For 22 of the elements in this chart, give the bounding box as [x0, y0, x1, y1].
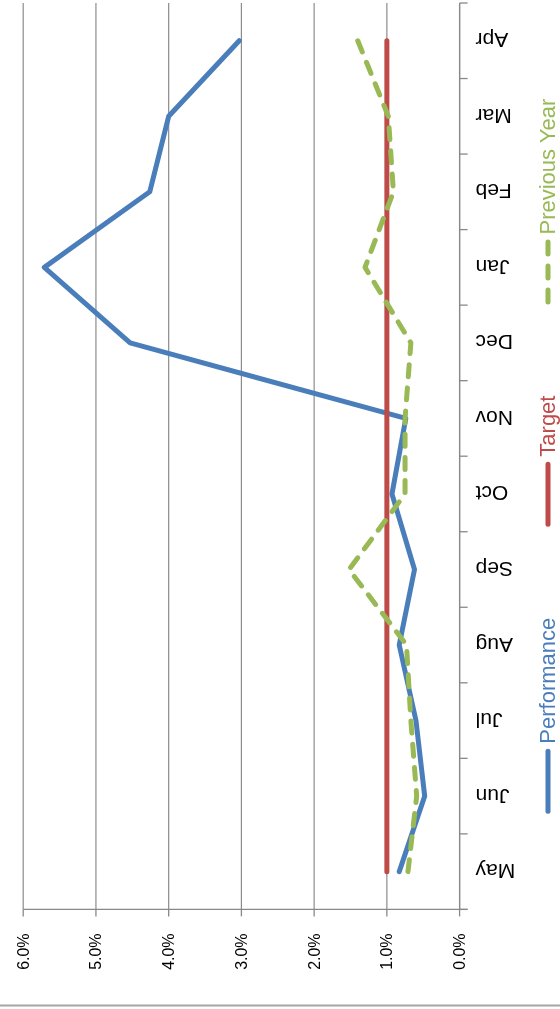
x-tick-label: 0.0% [451, 933, 469, 970]
y-tick-label: Nov [475, 406, 513, 430]
y-tick-label: Mar [475, 104, 512, 128]
y-tick-label: May [475, 860, 516, 884]
x-tick-label: 2.0% [305, 933, 323, 970]
x-tick-label: 3.0% [232, 933, 250, 970]
text: Target [535, 395, 560, 457]
y-tick-label: Aug [475, 633, 513, 657]
text: Performance [535, 617, 560, 744]
y-tick-label: Sep [475, 558, 513, 581]
y-tick-label: Jun [475, 784, 510, 808]
y-tick-label: Oct [475, 482, 509, 506]
y-tick-label: Apr [475, 29, 509, 53]
x-tick-label: 6.0% [14, 933, 32, 970]
y-tick-label: Jan [475, 255, 510, 279]
y-tick-label: Feb [475, 180, 512, 204]
x-tick-label: 4.0% [160, 933, 178, 970]
x-tick-label: 5.0% [87, 933, 105, 970]
text: Previous Year [535, 98, 560, 235]
y-tick-label: Jul [475, 709, 503, 733]
x-tick-label: 1.0% [378, 933, 396, 970]
y-tick-label: Dec [475, 331, 513, 355]
